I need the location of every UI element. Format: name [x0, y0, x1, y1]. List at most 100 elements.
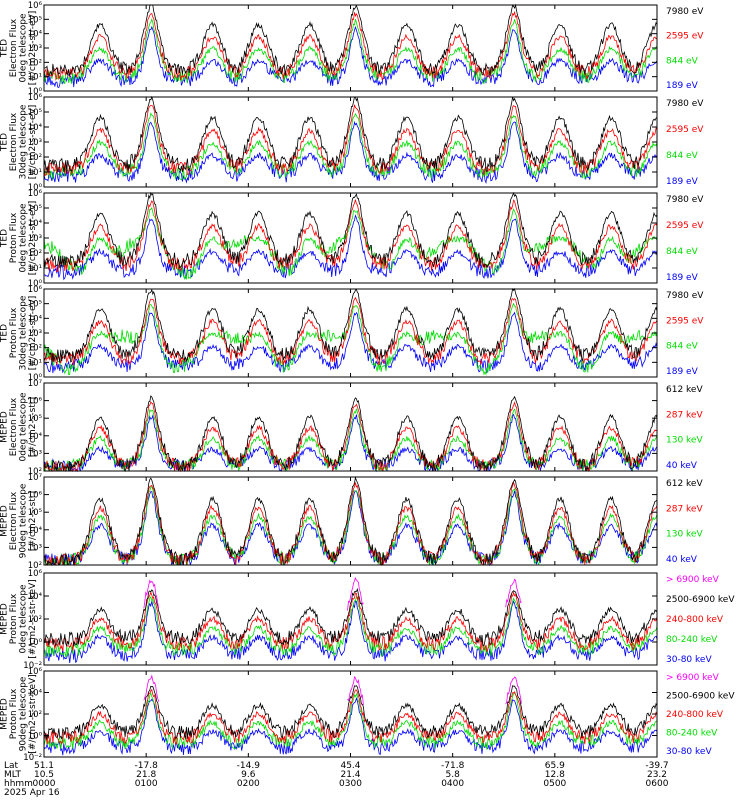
x-tick-label: 51.1: [34, 761, 54, 771]
series-line-4-4: [43, 311, 658, 374]
legend-entry: 612 keV: [666, 385, 703, 395]
series-line-1-4: [43, 25, 658, 88]
panel-3: 10⁰ 10¹ 10² 10³ 10⁴ 10⁵ 10⁶ TEDProton Flux0deg …: [0, 189, 704, 289]
x-row-label: Lat: [4, 761, 19, 771]
y-tick-label: 10⁰: [28, 638, 43, 648]
y-axis-label-line: Electron Flux: [9, 397, 19, 456]
series-line-5-4: [43, 413, 658, 473]
y-axis-label-line: MEPED: [0, 505, 10, 537]
y-tick-label: 10⁻²: [23, 661, 42, 671]
y-axis-label-line: [#/cm2-s-str-eV]: [28, 201, 38, 276]
y-tick-label: 10⁷: [28, 379, 43, 389]
x-tick-label: -39.7: [645, 761, 668, 771]
y-tick-label: 10²: [28, 561, 42, 571]
y-axis-label-line: TED: [0, 39, 10, 58]
series-line-2-2: [43, 104, 658, 177]
y-tick-label: 10²: [28, 615, 42, 625]
x-tick-label: 9.6: [241, 770, 256, 780]
y-axis-label-line: 30deg telescope: [19, 104, 29, 179]
y-tick-label: 10¹: [28, 264, 42, 274]
x-tick-label: 23.2: [647, 770, 667, 780]
y-tick-label: 10²: [28, 153, 42, 163]
y-tick-label: 10³: [28, 44, 42, 54]
legend-entry: 7980 eV: [666, 99, 704, 109]
legend-entry: 844 eV: [666, 151, 699, 161]
legend-entry: 240-800 keV: [666, 710, 724, 720]
series-line-8-3: [43, 688, 658, 745]
y-axis-label: MEPEDProton Flux0deg telescope[#/cm2-s-s…: [0, 579, 38, 658]
x-tick-label: 45.4: [340, 761, 360, 771]
y-axis-label-line: 90deg telescope: [19, 483, 29, 558]
legend-entry: 189 eV: [666, 177, 699, 187]
y-tick-label: 10²: [28, 710, 42, 720]
series-line-3-1: [43, 191, 658, 269]
x-tick-label: 0300: [339, 779, 362, 789]
y-tick-label: 10⁴: [28, 219, 43, 229]
legend-entry: 2500-6900 keV: [666, 595, 735, 605]
x-tick-label: 5.8: [446, 770, 461, 780]
y-tick-label: 10⁶: [28, 93, 43, 103]
legend-entry: 30-80 keV: [666, 655, 712, 665]
series-line-5-2: [43, 401, 658, 473]
y-axis-label: MEPEDElectron Flux90deg telescope[#/cm2-…: [0, 483, 38, 558]
y-tick-label: 10⁶: [28, 397, 43, 407]
y-tick-label: 10⁵: [28, 414, 42, 424]
y-tick-label: 10⁴: [28, 432, 43, 442]
y-tick-label: 10⁰: [28, 373, 43, 383]
y-tick-label: 10⁶: [28, 569, 43, 579]
y-axis-label-line: 90deg telescope: [19, 676, 29, 751]
y-axis-label-line: TED: [0, 133, 10, 152]
y-axis-label-line: MEPED: [0, 698, 10, 730]
legend-entry: 7980 eV: [666, 291, 704, 301]
series-line-5-3: [43, 408, 658, 473]
y-tick-label: 10²: [28, 249, 42, 259]
y-axis-label-line: Proton Flux: [9, 688, 19, 739]
x-tick-label: 0600: [646, 779, 669, 789]
legend-entry: 2595 eV: [666, 32, 704, 42]
series-line-3-3: [43, 206, 658, 281]
y-tick-label: 10²: [28, 467, 42, 477]
panel-5: 10² 10³ 10⁴ 10⁵ 10⁶ 10⁷ MEPEDElectron Flux0deg…: [0, 379, 703, 477]
series-line-2-1: [43, 95, 658, 173]
series-line-1-1: [43, 3, 658, 77]
y-tick-label: 10⁴: [28, 314, 43, 324]
y-axis-label-line: [#/cm2-s-str-eV]: [28, 105, 38, 180]
x-axis-labels: Lat 51.1 -17.8 -14.9 45.4 -71.8 65.9 -39.7 MLT 10…: [4, 761, 669, 798]
legend-entry: 2500-6900 keV: [666, 692, 735, 702]
legend-entry: 2595 eV: [666, 316, 704, 326]
x-tick-label: 21.4: [340, 770, 360, 780]
legend-entry: 240-800 keV: [666, 615, 724, 625]
legend-entry: > 6900 keV: [666, 575, 720, 585]
y-axis-label: TEDElectron Flux30deg telescope[#/cm2-s-…: [0, 104, 38, 179]
y-axis-label: MEPEDElectron Flux0deg telescope[#/cm2-s…: [0, 392, 38, 462]
y-axis-label-line: [#/cm2-s-str-keV]: [28, 674, 38, 753]
series-line-2-4: [43, 120, 658, 184]
legend-entry: 844 eV: [666, 247, 699, 257]
legend-entry: 287 keV: [666, 410, 703, 420]
y-tick-label: 10¹: [28, 73, 42, 83]
legend-entry: 7980 eV: [666, 7, 704, 17]
series-line-8-5: [43, 696, 658, 756]
y-tick-label: 10¹: [28, 168, 42, 178]
series-line-7-4: [43, 595, 658, 658]
y-axis-label-line: 0deg telescope: [19, 203, 29, 273]
series-line-8-1: [143, 674, 522, 706]
y-tick-label: 10⁵: [28, 204, 42, 214]
legend-entry: 287 keV: [666, 504, 703, 514]
plot-frame: [43, 476, 658, 566]
x-tick-label: 65.9: [545, 761, 565, 771]
x-tick-label: 0000: [33, 779, 56, 789]
y-tick-label: 10⁵: [28, 508, 42, 518]
series-line-7-1: [143, 576, 522, 611]
series-line-5-1: [43, 395, 658, 473]
x-tick-label: 0200: [237, 779, 260, 789]
series-line-4-1: [43, 288, 658, 363]
legend-entry: > 6900 keV: [666, 673, 720, 683]
series-line-6-2: [43, 481, 658, 567]
series-line-6-4: [43, 490, 658, 567]
